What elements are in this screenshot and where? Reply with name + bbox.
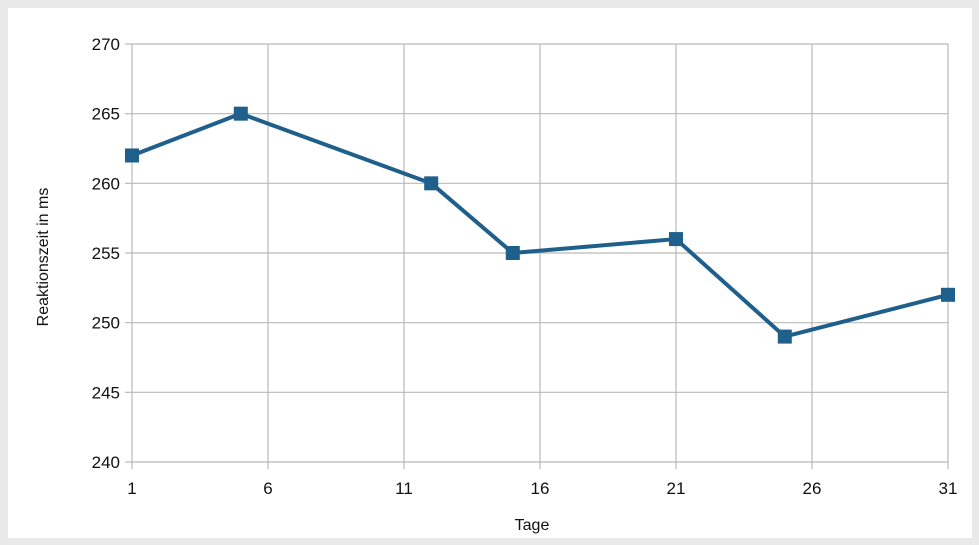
data-point-marker [505, 246, 520, 260]
data-point-marker [424, 176, 439, 191]
x-tick-label: 16 [531, 479, 550, 498]
data-point-marker [669, 232, 683, 247]
x-axis-title: Tage [515, 517, 550, 534]
y-tick-label: 250 [92, 314, 120, 333]
y-tick-label: 260 [92, 174, 120, 193]
x-tick-label: 11 [395, 479, 413, 498]
data-point-marker [777, 329, 792, 344]
x-tick-label: 21 [667, 479, 686, 498]
y-tick-label: 245 [92, 383, 120, 402]
series [125, 106, 955, 344]
x-tick-label: 6 [263, 479, 272, 498]
x-tick-label: 31 [939, 479, 958, 498]
data-point-marker [125, 148, 139, 163]
chart-area: 240 245 250 255 260 265 270 1 6 11 16 21 26 31 Tage R… [8, 8, 972, 538]
data-point-marker [941, 287, 955, 302]
data-point-marker [233, 106, 248, 121]
x-tick-label: 1 [127, 479, 136, 498]
y-tick-label: 240 [92, 453, 120, 472]
y-tick-label: 270 [92, 35, 120, 54]
grid-lines [125, 43, 949, 469]
x-tick-label: 26 [803, 479, 822, 498]
y-tick-label: 265 [92, 105, 120, 124]
y-axis-title: Reaktionszeit in ms [35, 188, 52, 327]
y-tick-label: 255 [92, 244, 120, 263]
